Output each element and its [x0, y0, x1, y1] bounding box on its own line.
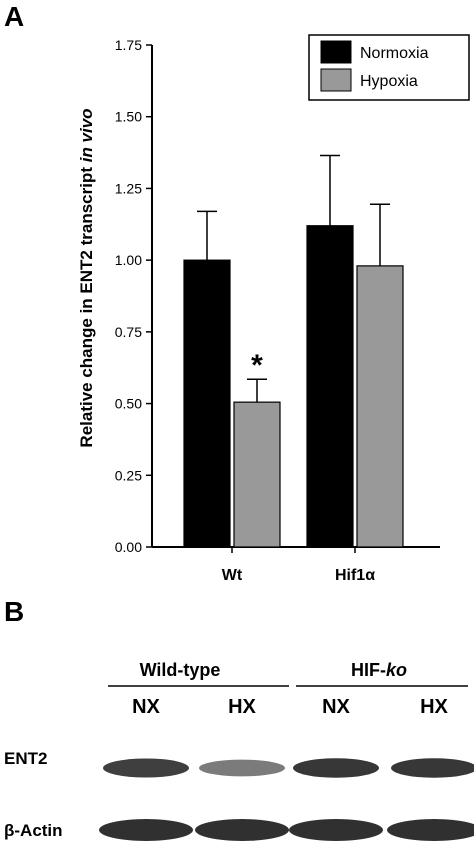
bar-hypoxia-1 — [356, 265, 404, 548]
blot-band — [391, 758, 474, 778]
blot-band — [195, 819, 289, 841]
blot-group-hif-ko-italic: ko — [386, 660, 407, 680]
y-axis-title: Relative change in ENT2 transcript in vi… — [77, 108, 96, 447]
y-tick-label: 0.50 — [115, 396, 142, 412]
blot-row-label-actin: β-Actin — [4, 821, 63, 840]
blot-band — [99, 819, 193, 841]
y-tick-label: 0.75 — [115, 324, 142, 340]
blot-row-label-ent2: ENT2 — [4, 749, 47, 768]
legend-label-hypoxia: Hypoxia — [360, 73, 418, 90]
y-tick-label: 0.25 — [115, 467, 142, 483]
blot-band — [199, 759, 285, 777]
blot-band — [387, 819, 474, 841]
blot-group-wild-type: Wild-type — [140, 660, 221, 680]
x-tick-label: Wt — [222, 567, 243, 584]
blot-band — [293, 758, 379, 778]
lane-label-3: NX — [322, 696, 350, 718]
y-tick-label: 1.50 — [115, 109, 142, 125]
y-axis-title-italic: in vivo — [77, 108, 96, 162]
significance-marker: * — [251, 349, 263, 382]
bar-normoxia-0 — [183, 259, 231, 548]
legend-swatch-hypoxia — [320, 68, 352, 92]
blot-band — [289, 819, 383, 841]
western-blot: Wild-type HIF-ko NX HX NX HX ENT2 β-Acti… — [4, 660, 474, 841]
panel-b-label: B — [4, 596, 24, 627]
lane-label-1: NX — [132, 696, 160, 718]
y-tick-label: 0.00 — [115, 539, 142, 555]
lane-label-2: HX — [228, 696, 256, 718]
x-tick-label: Hif1α — [335, 567, 375, 584]
blot-group-hif-ko: HIF-ko — [351, 660, 407, 680]
blot-group-hif-ko-label: HIF- — [351, 660, 386, 680]
blot-bands — [99, 758, 474, 841]
y-tick-label: 1.75 — [115, 37, 142, 53]
legend-label-normoxia: Normoxia — [360, 45, 429, 62]
y-tick-label: 1.00 — [115, 252, 142, 268]
y-axis-title-main: Relative change in ENT2 transcript — [77, 162, 96, 447]
blot-band — [103, 758, 189, 778]
bar-hypoxia-0 — [233, 401, 281, 548]
legend: Normoxia Hypoxia — [308, 34, 470, 101]
panel-a-label: A — [4, 1, 24, 32]
blot-group-wild-type-label: Wild-type — [140, 660, 221, 680]
bar-normoxia-1 — [306, 225, 354, 548]
y-tick-label: 1.25 — [115, 180, 142, 196]
legend-box — [308, 34, 470, 101]
bar-chart: 0.00 0.25 0.50 0.75 1.00 1.25 1.50 1.75 Wt Hif1α * — [115, 37, 440, 584]
legend-swatch-normoxia — [320, 40, 352, 64]
lane-label-4: HX — [420, 696, 448, 718]
